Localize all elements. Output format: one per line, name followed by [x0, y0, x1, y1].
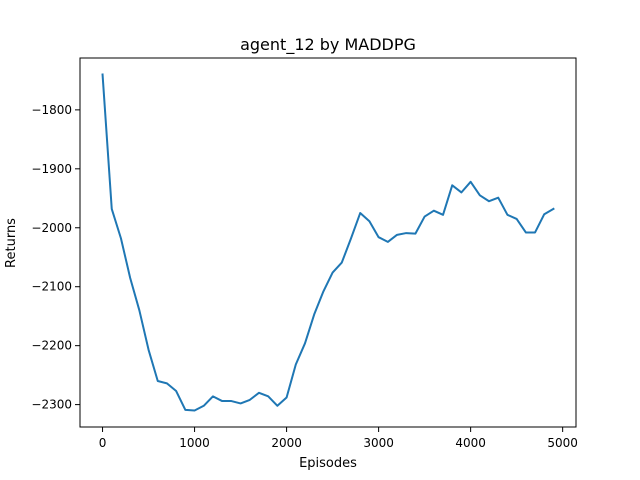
y-tick-label: −1800: [31, 103, 72, 117]
x-tick-label: 3000: [363, 436, 394, 450]
x-tick-label: 2000: [271, 436, 302, 450]
x-tick-label: 4000: [455, 436, 486, 450]
chart-title: agent_12 by MADDPG: [240, 35, 416, 55]
y-tick-label: −1900: [31, 162, 72, 176]
x-axis-label: Episodes: [299, 456, 357, 471]
x-tick-label: 5000: [547, 436, 578, 450]
x-axis: 0 1000 2000 3000 4000 5000: [99, 427, 578, 450]
y-tick-label: −2300: [31, 398, 72, 412]
plot-area: [79, 57, 577, 428]
x-tick-label: 0: [99, 436, 107, 450]
y-tick-label: −2200: [31, 339, 72, 353]
y-tick-label: −2000: [31, 221, 72, 235]
y-axis-label: Returns: [4, 218, 19, 268]
series-group: [101, 73, 555, 412]
series-line: [101, 73, 555, 412]
y-tick-label: −2100: [31, 280, 72, 294]
x-tick-label: 1000: [179, 436, 210, 450]
y-axis: −2300 −2200 −2100 −2000 −1900 −1800: [31, 103, 80, 412]
